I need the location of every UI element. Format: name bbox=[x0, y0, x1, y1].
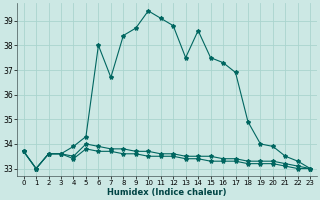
X-axis label: Humidex (Indice chaleur): Humidex (Indice chaleur) bbox=[107, 188, 227, 197]
